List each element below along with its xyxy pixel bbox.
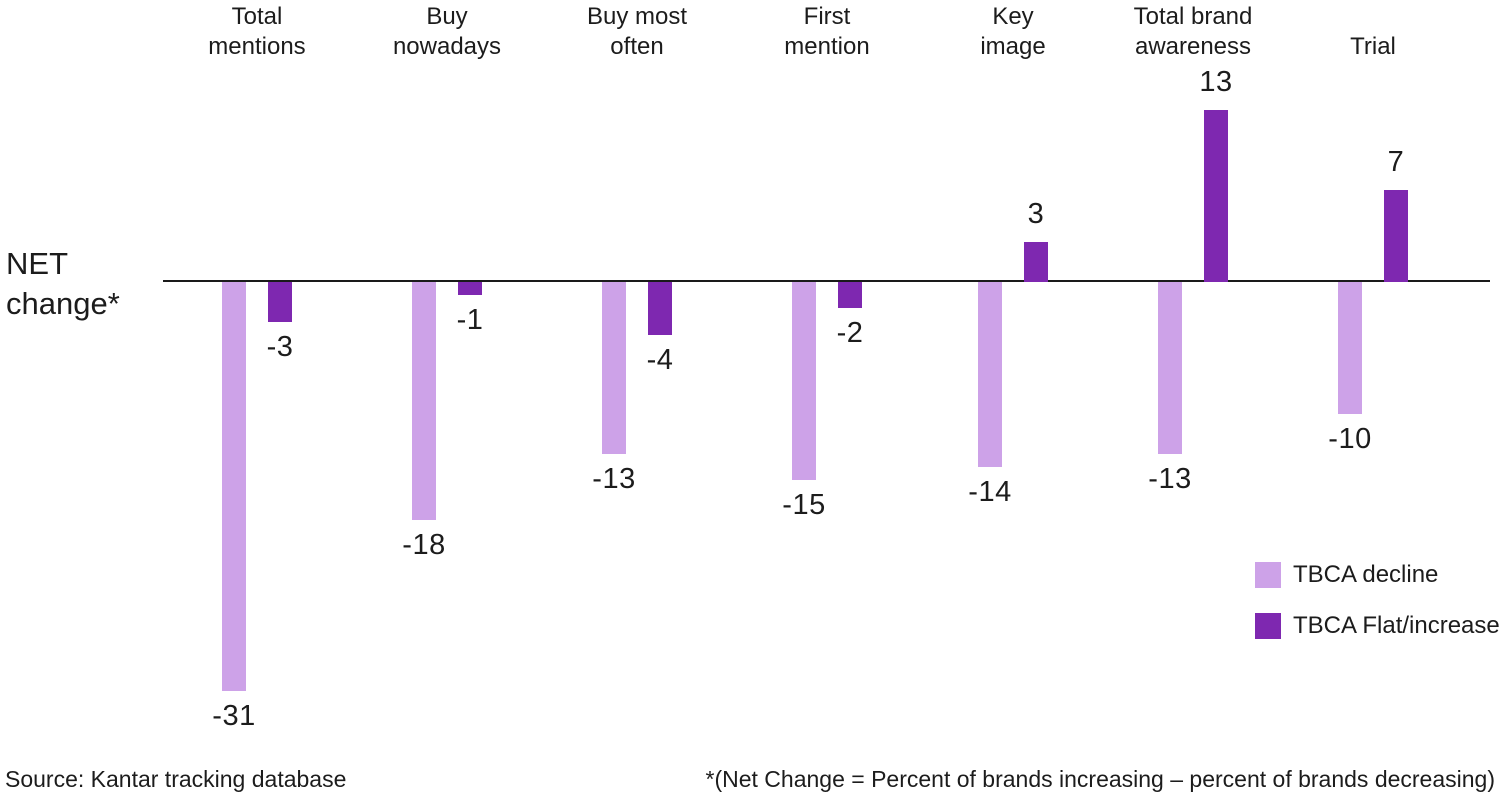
category-label: Key image — [980, 3, 1046, 60]
legend-label-tbca-decline: TBCA decline — [1293, 561, 1439, 588]
value-label: -14 — [968, 475, 1012, 508]
legend-label-tbca-flat-increase: TBCA Flat/increase — [1293, 612, 1500, 639]
bar-tbca-decline — [978, 282, 1002, 467]
bar-tbca-flat-increase — [458, 282, 482, 296]
value-label: -13 — [592, 462, 636, 495]
category-label: Total mentions — [208, 3, 306, 60]
value-label: 13 — [1199, 66, 1233, 99]
value-label: -3 — [266, 330, 294, 363]
legend-swatch-tbca-decline — [1255, 562, 1281, 588]
bar-tbca-decline — [792, 282, 816, 480]
bar-tbca-flat-increase — [1024, 242, 1048, 282]
legend-swatch-tbca-flat-increase — [1255, 613, 1281, 639]
value-label: -15 — [782, 489, 826, 521]
category-label: Buy nowadays — [392, 3, 502, 60]
category-label: Trial — [1350, 33, 1396, 60]
zero-baseline — [163, 280, 1490, 282]
category-label: Buy most often — [586, 3, 688, 60]
legend-item-tbca-decline: TBCA decline — [1255, 561, 1500, 589]
bar-tbca-flat-increase — [648, 282, 672, 335]
bar-tbca-flat-increase — [268, 282, 292, 322]
legend-item-tbca-flat-increase: TBCA Flat/increase — [1255, 612, 1500, 640]
bar-tbca-decline — [1158, 282, 1182, 454]
value-label: 7 — [1387, 145, 1405, 178]
legend: TBCA decline TBCA Flat/increase — [1255, 561, 1500, 663]
net-change-definition: *(Net Change = Percent of brands increas… — [705, 766, 1496, 792]
category-label: First mention — [784, 3, 870, 60]
value-label: -18 — [402, 528, 446, 561]
net-change-axis-label: NET change* — [6, 246, 120, 321]
bar-tbca-decline — [1338, 282, 1362, 414]
bar-tbca-decline — [602, 282, 626, 454]
bar-tbca-flat-increase — [1204, 110, 1228, 282]
value-label: -31 — [212, 700, 256, 733]
value-label: 3 — [1027, 198, 1045, 231]
value-label: -2 — [836, 317, 864, 350]
bar-tbca-flat-increase — [1384, 189, 1408, 282]
value-label: -4 — [646, 343, 674, 376]
bar-tbca-decline — [222, 282, 246, 692]
footer: Source: Kantar tracking database *(Net C… — [0, 766, 1500, 793]
value-label: -13 — [1148, 462, 1192, 495]
bar-tbca-flat-increase — [838, 282, 862, 309]
bar-tbca-decline — [412, 282, 436, 520]
value-label: -10 — [1328, 423, 1372, 455]
value-label: -1 — [456, 304, 484, 337]
source-note: Source: Kantar tracking database — [5, 766, 347, 792]
category-label: Total brand awareness — [1133, 3, 1253, 60]
